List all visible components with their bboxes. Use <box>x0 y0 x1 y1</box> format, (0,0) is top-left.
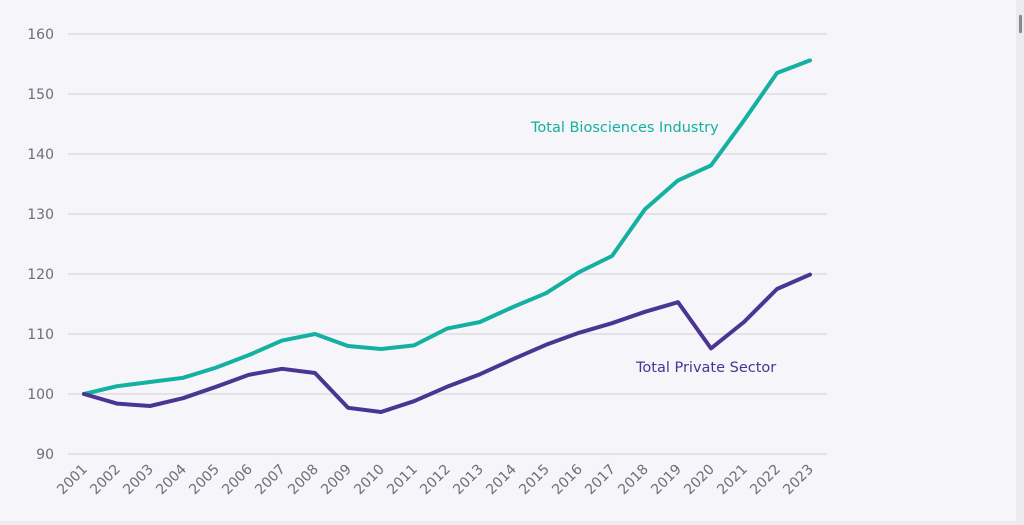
x-tick-label: 2017 <box>582 462 619 499</box>
y-tick-label: 150 <box>27 87 54 103</box>
x-tick-label: 2020 <box>681 462 718 499</box>
y-axis-ticks: 90 100 110 120 130 140 150 160 <box>27 27 54 463</box>
bottom-edge <box>0 521 1016 525</box>
y-tick-label: 100 <box>27 387 54 403</box>
series-lines <box>82 58 812 414</box>
scrollbar-thumb[interactable] <box>1019 15 1022 33</box>
series-label-biosciences: Total Biosciences Industry <box>530 120 719 136</box>
y-tick-label: 160 <box>27 27 54 43</box>
x-tick-label: 2002 <box>87 462 124 499</box>
y-tick-label: 120 <box>27 267 54 283</box>
x-tick-label: 2018 <box>615 462 652 499</box>
x-tick-label: 2004 <box>153 461 190 498</box>
x-tick-label: 2022 <box>747 462 784 499</box>
x-tick-label: 2011 <box>384 462 421 499</box>
x-tick-label: 2001 <box>54 462 91 499</box>
y-tick-label: 140 <box>27 147 54 163</box>
x-tick-label: 2014 <box>483 461 520 498</box>
x-tick-label: 2010 <box>351 462 388 499</box>
x-tick-label: 2003 <box>120 462 157 499</box>
side-scrollbar[interactable] <box>1016 0 1024 525</box>
x-tick-label: 2006 <box>219 461 256 498</box>
x-tick-label: 2021 <box>714 462 751 499</box>
x-tick-label: 2012 <box>417 462 454 499</box>
x-tick-label: 2015 <box>516 462 553 499</box>
y-tick-label: 90 <box>36 447 54 463</box>
x-tick-label: 2009 <box>318 462 355 499</box>
x-tick-label: 2013 <box>450 462 487 499</box>
x-tick-label: 2023 <box>780 462 817 499</box>
series-line-total-biosciences-industry <box>82 58 812 396</box>
series-label-private-sector: Total Private Sector <box>635 360 776 376</box>
y-tick-label: 110 <box>27 327 54 343</box>
y-tick-label: 130 <box>27 207 54 223</box>
series-line-total-private-sector <box>82 272 812 414</box>
x-tick-label: 2016 <box>549 461 586 498</box>
x-tick-label: 2008 <box>285 462 322 499</box>
gridlines <box>68 33 827 455</box>
x-tick-label: 2007 <box>252 462 289 499</box>
x-axis-ticks: 2001200220032004200520062007200820092010… <box>54 461 817 498</box>
x-tick-label: 2005 <box>186 462 223 499</box>
x-tick-label: 2019 <box>648 462 685 499</box>
